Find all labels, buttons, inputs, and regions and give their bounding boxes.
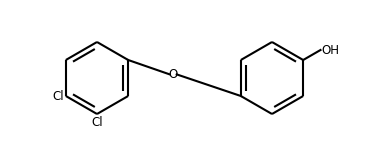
Text: OH: OH [321, 44, 339, 56]
Text: Cl: Cl [91, 116, 103, 129]
Text: Cl: Cl [52, 90, 64, 102]
Text: O: O [169, 68, 178, 81]
